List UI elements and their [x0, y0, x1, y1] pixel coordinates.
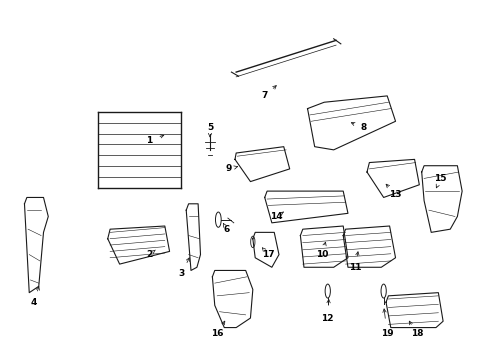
Text: 4: 4 [31, 298, 37, 307]
Text: 17: 17 [262, 250, 274, 259]
Text: 6: 6 [223, 225, 229, 234]
Text: 19: 19 [380, 329, 393, 338]
Text: 1: 1 [146, 136, 152, 145]
Text: 9: 9 [225, 165, 232, 174]
Text: 18: 18 [410, 329, 422, 338]
Text: 5: 5 [206, 123, 213, 132]
Text: 7: 7 [261, 91, 267, 100]
Text: 12: 12 [321, 314, 333, 323]
Text: 10: 10 [315, 250, 327, 259]
Text: 13: 13 [388, 190, 401, 199]
Text: 16: 16 [210, 329, 223, 338]
Text: 8: 8 [360, 123, 366, 132]
Text: 11: 11 [348, 263, 361, 272]
Text: 14: 14 [270, 212, 283, 221]
Text: 2: 2 [146, 250, 152, 259]
Text: 15: 15 [434, 174, 446, 183]
Text: 3: 3 [178, 269, 184, 278]
